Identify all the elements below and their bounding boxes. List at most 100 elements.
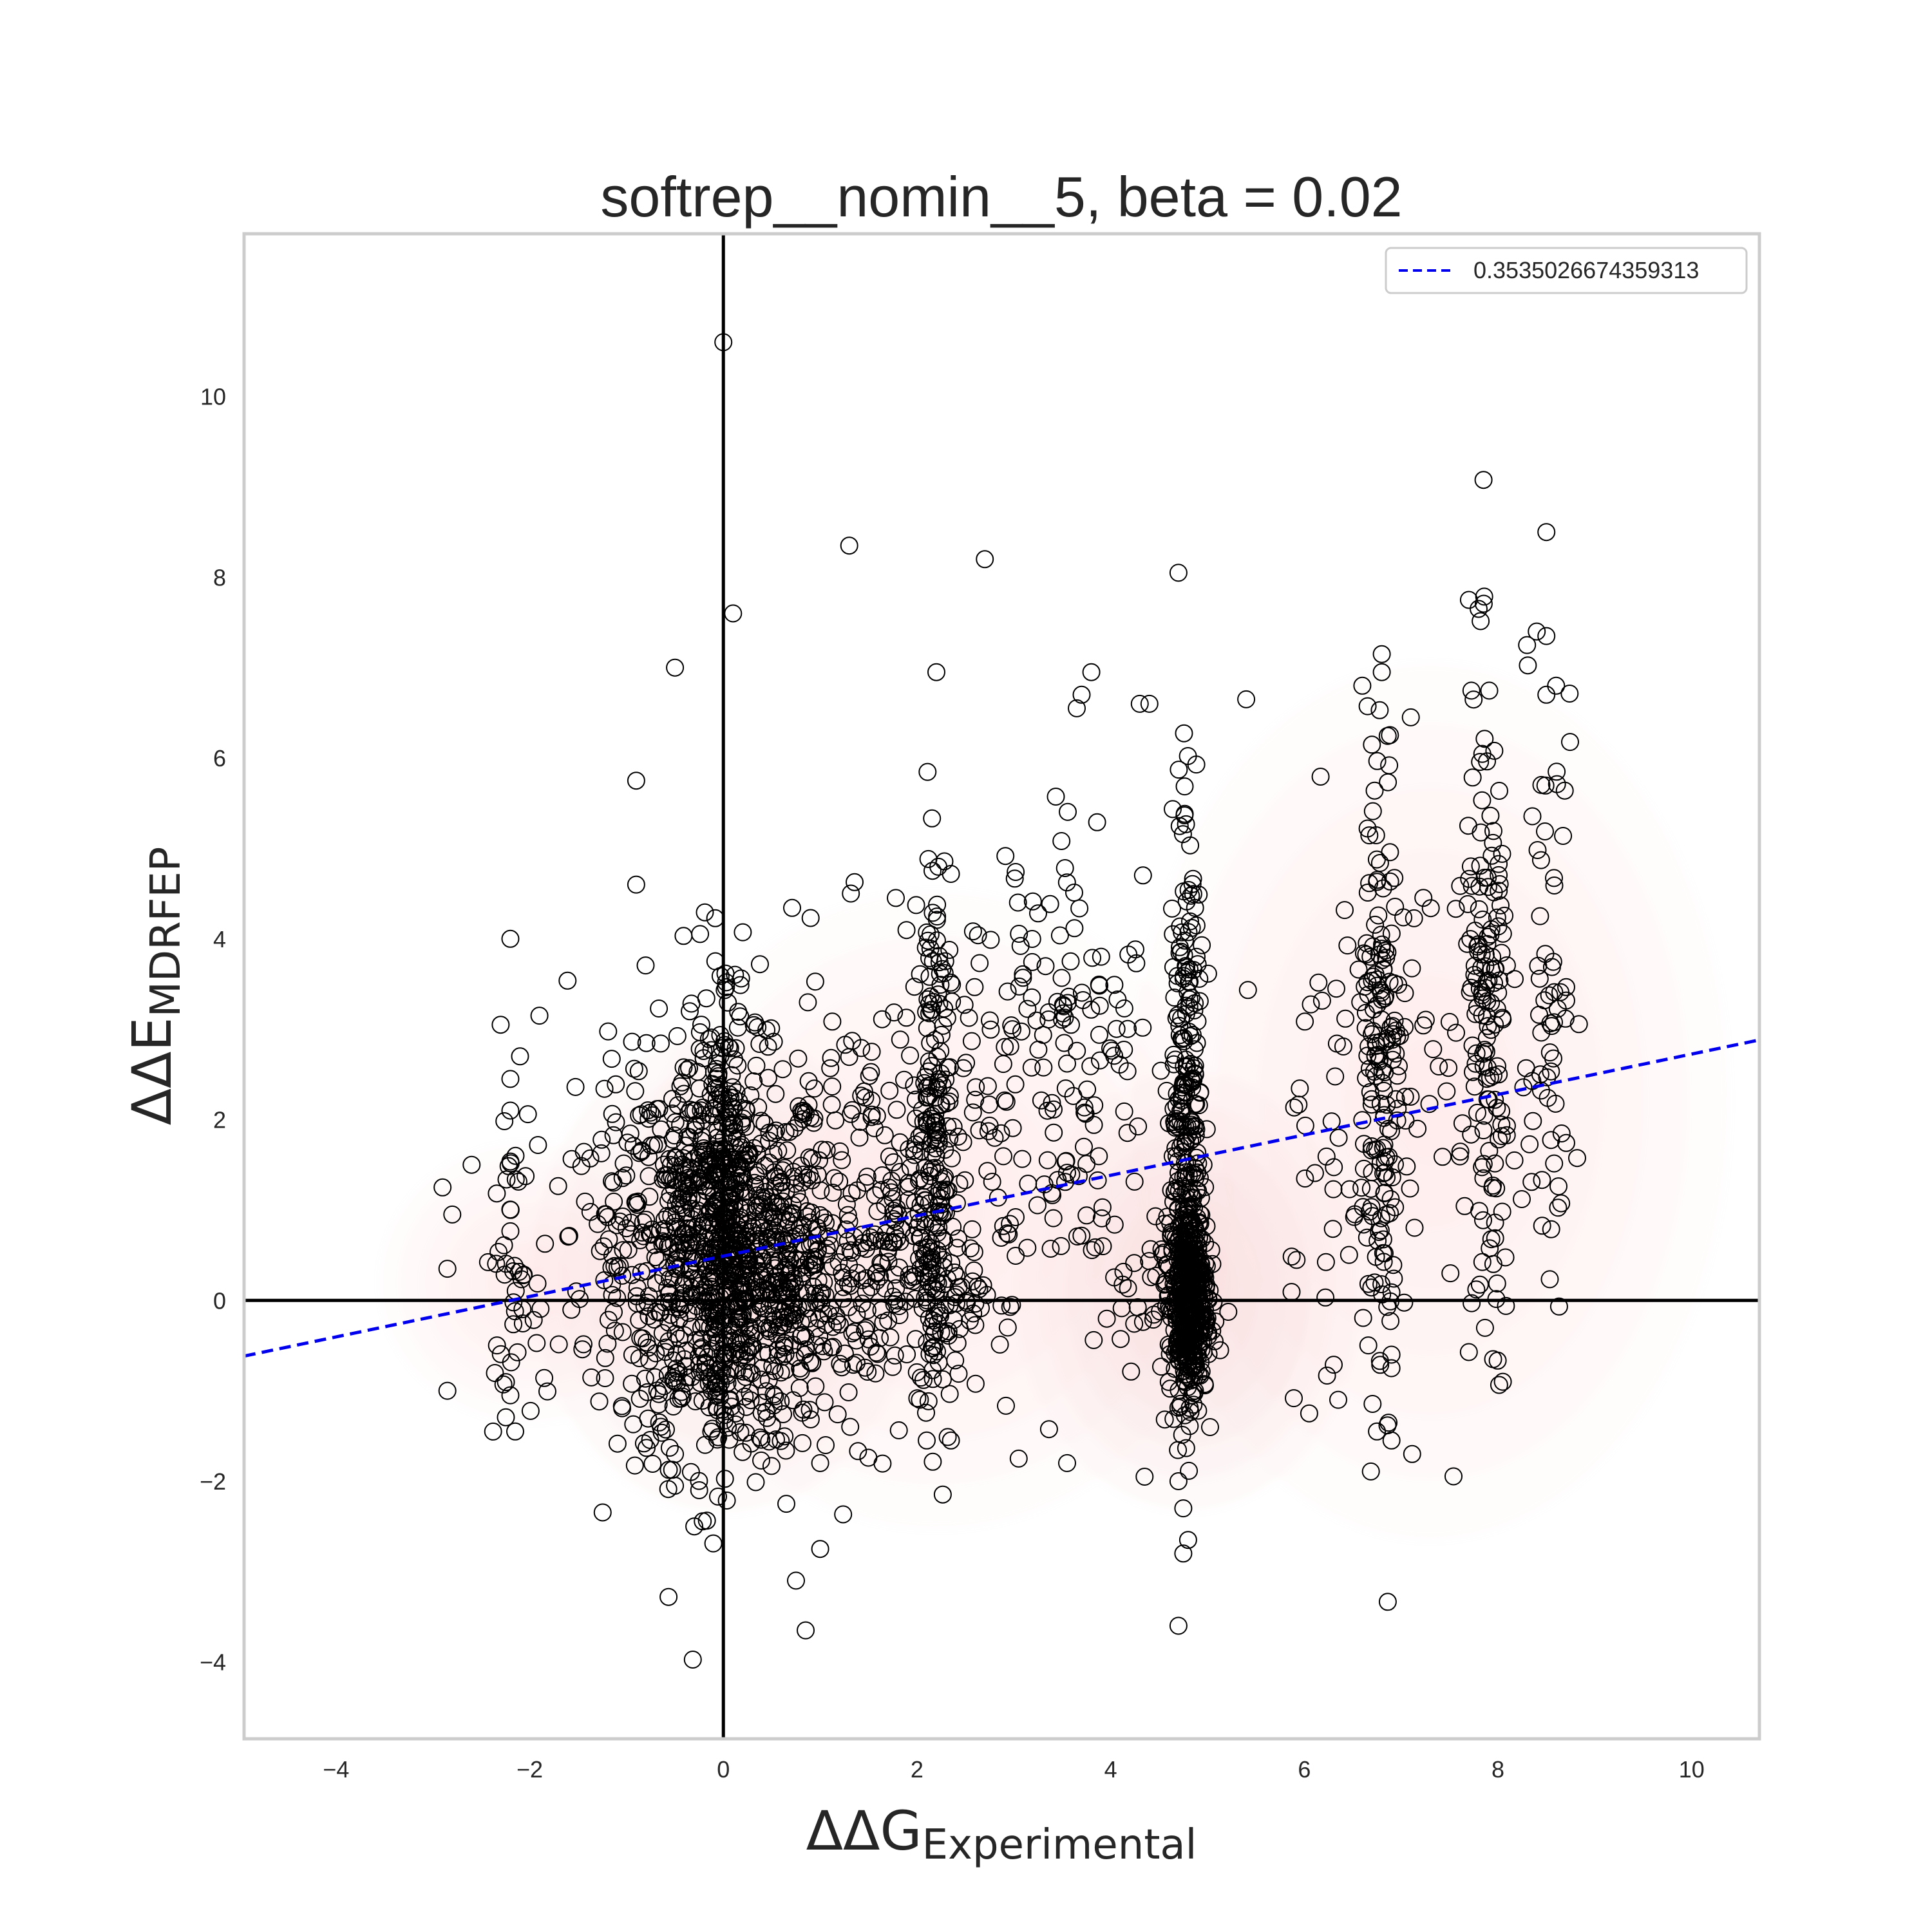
scatter-point [1140,694,1159,713]
scatter-point [1353,676,1372,695]
scatter-point [702,1041,721,1059]
scatter-point [711,1026,730,1045]
scatter-point [1171,942,1190,961]
scatter-point [718,1280,737,1298]
scatter-point [940,1092,959,1111]
scatter-point [928,1126,947,1144]
scatter-point [820,1236,839,1255]
scatter-point [1126,940,1144,959]
scatter-point [1316,1253,1335,1271]
scatter-point [1090,996,1109,1015]
scatter-point [1169,564,1188,582]
scatter-point [1524,1112,1542,1130]
scatter-point [735,1245,754,1264]
scatter-point [1046,788,1065,806]
scatter-point [717,1492,736,1510]
scatter-point [826,1111,845,1130]
scatter-point [1177,815,1195,833]
scatter-point [631,1231,650,1249]
scatter-point [494,1375,513,1394]
scatter-point [1023,892,1042,911]
scatter-point [1474,1045,1493,1063]
scatter-point [1361,1462,1380,1481]
scatter-point [1152,1358,1170,1376]
scatter-point [672,1383,691,1401]
scatter-point [951,1320,969,1338]
scatter-point [939,1327,958,1345]
legend-label: 0.3535026674359313 [1473,257,1699,283]
scatter-point [1408,1119,1427,1138]
scatter-point [1129,1117,1148,1136]
scatter-point [726,1039,745,1057]
scatter-point [1363,735,1381,754]
scatter-point [1170,1164,1188,1182]
scatter-point [695,1212,714,1231]
scatter-point [948,1334,967,1352]
scatter-point [710,1141,728,1160]
scatter-point [1459,817,1477,835]
scatter-point [1459,895,1477,913]
scatter-point [1362,1095,1381,1114]
scatter-point [1378,726,1397,745]
scatter-point [1537,627,1556,645]
scatter-point [741,1363,759,1382]
scatter-point [1531,907,1549,925]
scatter-point [801,1352,819,1371]
scatter-point [1549,1198,1567,1217]
scatter-point [650,1413,668,1432]
scatter-point [692,1318,710,1337]
scatter-point [998,1224,1017,1243]
scatter-point [1484,1177,1502,1195]
scatter-point [900,1140,918,1159]
scatter-point [931,1307,949,1325]
scatter-point [1536,822,1554,840]
scatter-point [822,1048,840,1067]
scatter-point [611,1212,629,1231]
scatter-point [1090,1025,1108,1044]
scatter-point [776,1122,795,1141]
scatter-point [906,1330,925,1349]
scatter-point [1561,733,1579,752]
scatter-point [1219,1303,1238,1321]
scatter-point [703,1264,721,1283]
scatter-point [692,1016,710,1034]
scatter-point [1018,999,1037,1018]
scatter-point [676,1166,694,1184]
scatter-point [1012,1022,1030,1041]
scatter-point [1484,833,1502,852]
scatter-point [659,1587,678,1606]
scatter-point [1493,1372,1512,1391]
scatter-point [1497,1296,1515,1315]
scatter-point [724,1100,743,1119]
scatter-point [780,1273,799,1292]
scatter-point [639,1307,658,1325]
scatter-point [1470,1275,1489,1294]
scatter-point [812,1294,830,1313]
scatter-point [679,1191,697,1209]
scatter-point [911,1390,929,1409]
scatter-point [643,1455,662,1473]
scatter-point [527,1334,546,1352]
scatter-point [784,1391,802,1410]
scatter-point [1183,875,1202,893]
scatter-point [694,1512,712,1531]
scatter-point [1560,685,1579,703]
scatter-point [1545,869,1563,887]
scatter-point [860,1066,878,1085]
scatter-point [501,1222,520,1240]
scatter-point [773,1161,792,1180]
scatter-point [1531,1081,1550,1100]
scatter-point [777,1441,795,1460]
scatter-point [645,1311,663,1329]
scatter-point [1479,878,1497,896]
scatter-point [1056,1079,1075,1098]
scatter-point [737,1352,756,1370]
scatter-point [990,1335,1009,1354]
scatter-point [1473,1158,1492,1177]
x-tick-label: 6 [1298,1756,1311,1783]
legend-box [1385,247,1748,294]
scatter-point [1549,1297,1568,1316]
scatter-point [728,1159,747,1178]
scatter-point [789,1049,808,1068]
scatter-point [752,1370,770,1389]
